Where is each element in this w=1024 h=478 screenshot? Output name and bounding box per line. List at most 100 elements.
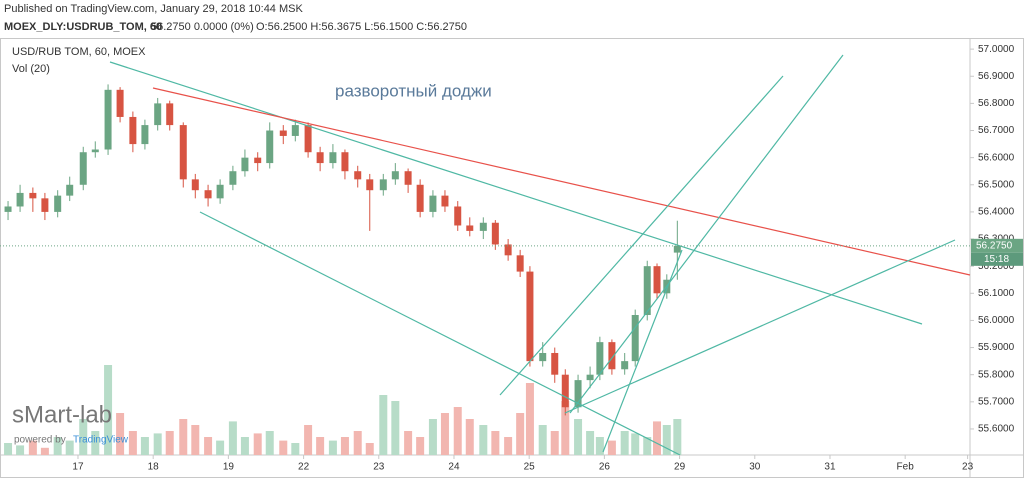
candle-body (441, 195, 449, 207)
candle-body (586, 374, 594, 381)
candle-body (526, 271, 534, 362)
watermark: sMart-lab (12, 401, 112, 428)
candle-body (561, 374, 569, 408)
candle-body (266, 130, 274, 164)
volume-bar (525, 383, 534, 455)
countdown-box (971, 252, 1023, 266)
plot (4, 84, 682, 455)
x-tick-label: Feb (897, 462, 915, 473)
volume-title: Vol (20) (12, 63, 50, 75)
candle-body (166, 103, 174, 126)
last-price-label: 56.2750 (976, 240, 1013, 251)
trend-line (569, 54, 844, 414)
candle-body (379, 179, 387, 191)
candle-body (316, 152, 324, 164)
volume-bar (16, 445, 25, 455)
volume-bar (607, 440, 616, 455)
candle-body (574, 380, 582, 408)
volume-bar (40, 447, 49, 455)
volume-bar (586, 431, 595, 455)
candle-body (391, 171, 399, 180)
volume-bar (561, 401, 570, 455)
candle-body (621, 361, 629, 370)
candle-body (229, 171, 237, 185)
volume-bar (328, 440, 337, 455)
trend-line (152, 87, 971, 276)
candle-body (304, 125, 312, 153)
y-tick-label: 56.6000 (978, 152, 1015, 163)
candle-body (141, 125, 149, 145)
volume-bar (365, 443, 374, 455)
candle-body (291, 125, 299, 136)
candle-body (66, 184, 74, 196)
volume-bar (479, 425, 488, 455)
trend-lines (109, 54, 971, 456)
volume-bar (265, 431, 274, 455)
candle-body (341, 152, 349, 172)
candle-body (329, 152, 337, 164)
volume-bar (165, 431, 174, 455)
volume-bar (504, 437, 513, 455)
y-tick-label: 56.0000 (978, 315, 1015, 326)
candle-body (608, 342, 616, 370)
volume-bar (153, 433, 162, 455)
volume-bar (631, 433, 640, 455)
volume-bar (204, 437, 213, 455)
candle-body (516, 255, 524, 272)
candle-body (366, 179, 374, 191)
x-tick-label: 25 (524, 462, 536, 473)
published: Published on TradingView.com, January 29… (4, 3, 303, 15)
powered-by: powered by (14, 435, 66, 446)
volume-bar (453, 407, 462, 455)
x-tick-label: 24 (448, 462, 460, 473)
y-tick-label: 57.0000 (978, 44, 1015, 55)
candle-body (504, 244, 512, 256)
y-tick-label: 55.8000 (978, 369, 1015, 380)
countdown: 15:18 (984, 254, 1009, 265)
volume-bar (65, 440, 74, 455)
volume-bar (440, 413, 449, 455)
volume-bar (491, 431, 500, 455)
candle-body (41, 198, 49, 212)
volume-bar (673, 419, 682, 455)
volume-bar (653, 421, 662, 455)
volume-bar (216, 440, 225, 455)
annotation: разворотный доджи (335, 81, 492, 100)
volume-bar (620, 431, 629, 455)
volume-bar (179, 419, 188, 455)
y-tick-label: 56.7000 (978, 125, 1015, 136)
candle-body (551, 352, 559, 375)
volume-bar (291, 443, 300, 455)
brand: TradingView (73, 435, 129, 446)
candle-body (404, 171, 412, 185)
x-tick-label: 19 (223, 462, 235, 473)
candle-body (279, 130, 287, 136)
volume-bar (53, 437, 62, 455)
x-tick-label: 22 (298, 462, 310, 473)
x-tick-label: 31 (824, 462, 836, 473)
volume-bar (416, 437, 425, 455)
volume-bar (379, 395, 388, 455)
candle-body (673, 245, 681, 253)
volume-bar (662, 425, 671, 455)
candle-body (16, 192, 24, 207)
y-tick-label: 56.1000 (978, 288, 1015, 299)
candle-body (429, 195, 437, 212)
volume-bar (116, 413, 125, 455)
y-tick-label: 55.7000 (978, 396, 1015, 407)
candle-body (4, 206, 12, 212)
candle-body (454, 206, 462, 226)
candle-body (204, 190, 212, 199)
volume-bar (279, 440, 288, 455)
candle-body (79, 152, 87, 185)
candle-body (179, 125, 187, 180)
y-tick-label: 56.8000 (978, 98, 1015, 109)
change: 56.2750 0.0000 (0%) (151, 21, 254, 33)
x-tick-label: 30 (749, 462, 761, 473)
candle-body (643, 266, 651, 316)
candle-body (491, 222, 499, 245)
candle-body (104, 89, 112, 150)
candle-body (191, 179, 199, 191)
volume-bar (240, 437, 249, 455)
